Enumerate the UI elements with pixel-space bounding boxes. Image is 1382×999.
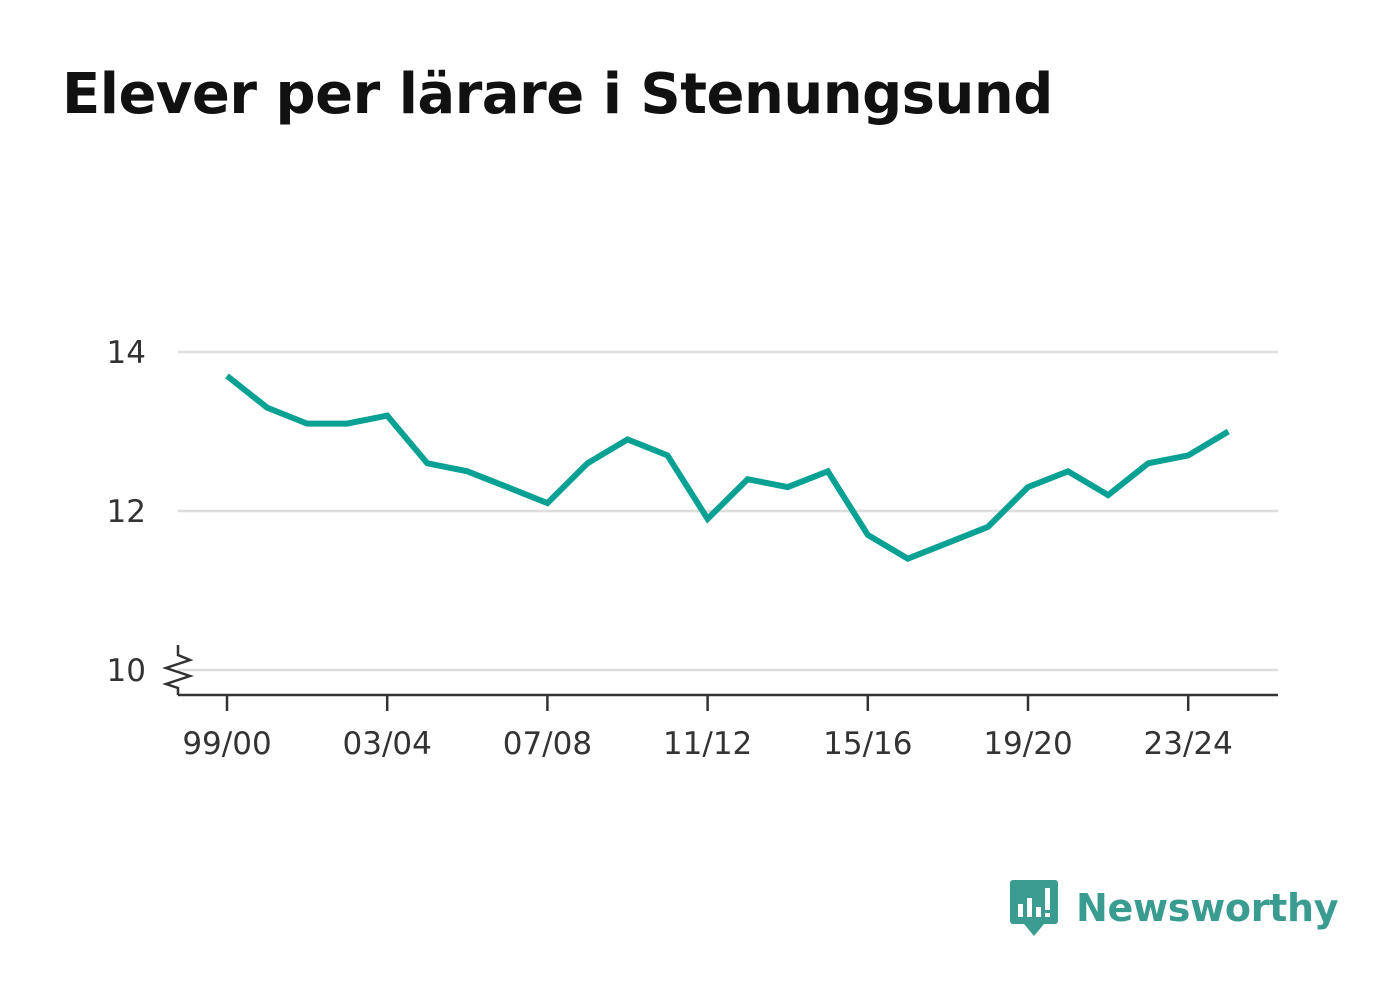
data-point-11/12 [705,516,711,522]
x-tick-label-03/04: 03/04 [343,726,432,762]
data-point-19/20 [1025,484,1031,490]
data-point-02/03 [344,421,350,427]
chart-title: Elever per lärare i Stenungsund [62,62,1053,127]
data-point-18/19 [985,524,991,530]
y-tick-labels: 10 12 14 [107,335,146,689]
data-point-04/05 [424,460,430,466]
data-point-14/15 [825,468,831,474]
data-point-13/14 [785,484,791,490]
data-point-01/02 [304,421,310,427]
data-point-09/10 [625,436,631,442]
data-point-06/07 [504,484,510,490]
newsworthy-logo-icon [1010,880,1058,936]
x-tick-label-11/12: 11/12 [663,726,752,762]
data-point-22/23 [1145,460,1151,466]
x-tick-label-19/20: 19/20 [983,726,1072,762]
y-tick-label-12: 12 [107,494,146,530]
data-point-20/21 [1065,468,1071,474]
x-tick-label-07/08: 07/08 [503,726,592,762]
x-tick-label-99/00: 99/00 [182,726,271,762]
data-point-03/04 [384,413,390,419]
data-point-10/11 [665,452,671,458]
data-point-17/18 [945,540,951,546]
data-point-12/13 [745,476,751,482]
data-point-16/17 [905,556,911,562]
data-point-08/09 [584,460,590,466]
data-point-05/06 [464,468,470,474]
gridlines [178,350,1278,672]
x-axis [162,645,1278,697]
data-point-99/00 [224,373,230,379]
series-group [224,373,1231,563]
data-point-00/01 [264,405,270,411]
data-point-07/08 [544,500,550,506]
data-point-23/24 [1185,452,1191,458]
brand-name: Newsworthy [1076,886,1339,930]
brand-logo: Newsworthy [1010,878,1339,938]
series-line-0 [225,373,1230,563]
data-point-15/16 [865,532,871,538]
data-point-24/25 [1225,429,1231,435]
x-tick-label-23/24: 23/24 [1144,726,1233,762]
y-tick-label-10: 10 [107,653,146,689]
x-tick-label-15/16: 15/16 [823,726,912,762]
y-axis-break [162,645,194,695]
data-point-21/22 [1105,492,1111,498]
y-tick-label-14: 14 [107,335,146,371]
x-tick-labels: 99/00 03/04 07/08 11/12 15/16 19/20 23/24 [182,695,1233,762]
